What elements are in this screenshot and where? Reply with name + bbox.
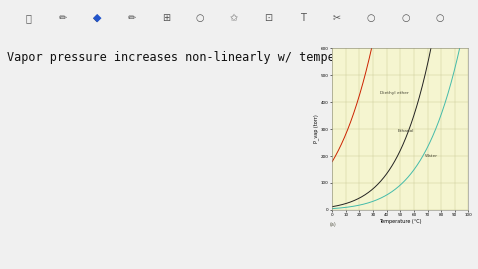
- Text: ⬜: ⬜: [26, 13, 32, 23]
- Text: ◆: ◆: [93, 13, 101, 23]
- Text: ✩: ✩: [230, 13, 238, 23]
- Text: (a): (a): [330, 222, 337, 227]
- X-axis label: Temperature (°C): Temperature (°C): [379, 220, 422, 224]
- Text: ◆: ◆: [93, 13, 101, 23]
- Text: Vapor pressure increases non-linearly w/ temperature.: Vapor pressure increases non-linearly w/…: [7, 51, 385, 64]
- Text: ✏: ✏: [59, 13, 67, 23]
- Y-axis label: P_vap (torr): P_vap (torr): [313, 115, 319, 143]
- Text: ✏: ✏: [128, 13, 135, 23]
- Text: ⊞: ⊞: [162, 13, 170, 23]
- Text: ○: ○: [367, 13, 376, 23]
- Text: Water: Water: [425, 154, 438, 158]
- Text: ⊡: ⊡: [264, 13, 272, 23]
- Text: Ethanol: Ethanol: [398, 129, 414, 133]
- Text: ○: ○: [196, 13, 204, 23]
- Text: ✂: ✂: [333, 13, 341, 23]
- Text: ○: ○: [435, 13, 444, 23]
- Text: T: T: [300, 13, 305, 23]
- Text: ○: ○: [401, 13, 410, 23]
- Text: Diethyl ether: Diethyl ether: [380, 91, 409, 95]
